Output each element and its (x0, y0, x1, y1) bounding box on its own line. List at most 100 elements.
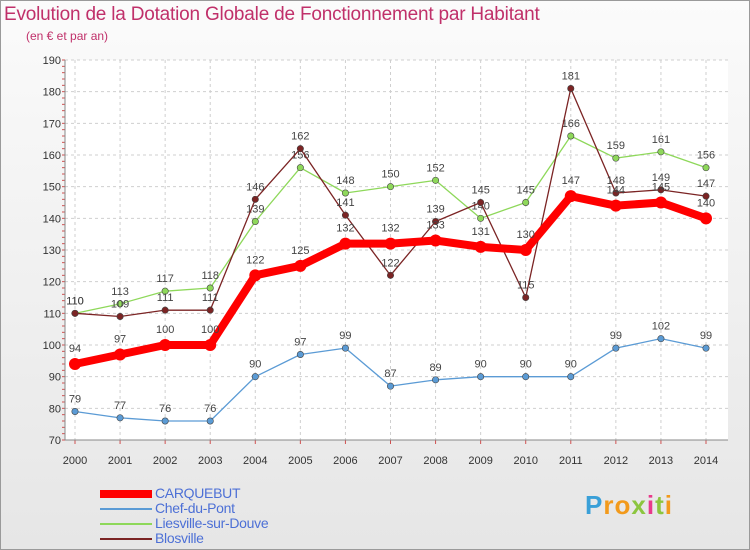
logo-letter: t (655, 490, 665, 520)
data-point (519, 244, 532, 256)
data-label: 79 (69, 394, 81, 406)
data-point (116, 300, 124, 308)
chart-title: Evolution de la Dotation Globale de Fonc… (4, 4, 540, 25)
data-label: 139 (426, 204, 444, 216)
data-point (609, 199, 622, 212)
data-point (251, 218, 259, 226)
data-label: 111 (202, 292, 219, 304)
data-point (296, 145, 304, 153)
data-label: 162 (291, 131, 309, 143)
logo-letter: i (664, 490, 673, 520)
data-point (251, 373, 259, 381)
data-point (161, 417, 169, 425)
y-tick-label: 110 (43, 308, 61, 320)
series-carquebut: 94 97 100 100 122 125 132 132 133 131 130 147 144 145… (69, 175, 715, 370)
data-label: 97 (114, 334, 126, 346)
data-point (567, 132, 575, 140)
data-label: 90 (475, 359, 487, 371)
x-tick-label: 2005 (288, 455, 312, 467)
data-label: 77 (114, 400, 126, 412)
data-point (206, 417, 214, 425)
data-point (341, 211, 349, 219)
logo-letter: o (614, 490, 632, 520)
data-label: 90 (565, 359, 577, 371)
data-label: 148 (336, 175, 354, 187)
data-point (522, 293, 530, 301)
data-point (477, 373, 485, 381)
x-tick-label: 2010 (513, 455, 537, 467)
data-label: 145 (517, 185, 535, 197)
y-tick-label: 70 (49, 435, 61, 447)
proxiti-logo: Proxiti (585, 490, 673, 521)
data-point (429, 234, 442, 247)
data-label: 117 (156, 273, 174, 285)
logo-letter: r (603, 490, 615, 520)
y-tick-label: 120 (43, 277, 61, 289)
data-point (114, 348, 127, 361)
legend-swatch (100, 508, 152, 510)
logo-letter: x (631, 490, 647, 520)
data-point (612, 154, 620, 162)
data-label: 97 (294, 337, 306, 349)
data-label: 144 (607, 185, 625, 197)
y-tick-label: 80 (49, 403, 61, 415)
data-label: 181 (562, 71, 580, 83)
data-point (657, 186, 665, 194)
data-point (702, 164, 710, 172)
y-tick-label: 140 (43, 213, 61, 225)
data-point (567, 373, 575, 381)
data-point (206, 284, 214, 292)
data-label: 156 (697, 150, 715, 162)
x-tick-label: 2009 (468, 455, 492, 467)
data-point (206, 306, 214, 314)
data-label: 125 (291, 245, 309, 257)
y-tick-label: 160 (43, 150, 61, 162)
data-point (116, 414, 124, 422)
data-label: 130 (517, 229, 535, 241)
data-point (159, 339, 172, 351)
x-tick-label: 2001 (108, 455, 132, 467)
x-tick-label: 2006 (333, 455, 357, 467)
data-label: 159 (607, 140, 625, 152)
y-tick-label: 180 (43, 87, 61, 99)
x-tick-label: 2012 (604, 455, 628, 467)
data-label: 166 (562, 118, 580, 130)
data-label: 133 (426, 220, 444, 232)
data-label: 149 (652, 172, 670, 184)
data-point (161, 287, 169, 295)
data-point (432, 176, 440, 184)
data-point (71, 309, 79, 317)
data-point (341, 344, 349, 352)
data-point (477, 199, 485, 207)
data-point (249, 269, 262, 282)
x-tick-label: 2008 (423, 455, 447, 467)
data-point (564, 190, 577, 203)
data-point (477, 214, 485, 222)
data-label: 122 (246, 254, 264, 266)
data-label: 113 (111, 286, 129, 298)
series-chef-du-pont: 79 77 76 76 90 97 99 87 89 90 90 90 99 102 99 (69, 321, 712, 425)
x-tick-label: 2014 (694, 455, 718, 467)
data-point (294, 259, 307, 272)
y-tick-label: 170 (43, 118, 61, 130)
data-point (522, 373, 530, 381)
data-point (384, 237, 397, 250)
data-label: 76 (159, 403, 171, 415)
data-label: 139 (246, 204, 264, 216)
legend-swatch (100, 538, 152, 540)
logo-letter: P (585, 490, 604, 520)
data-label: 100 (201, 324, 219, 336)
data-point (386, 271, 394, 279)
data-point (700, 212, 712, 225)
data-point (386, 382, 394, 390)
data-label: 131 (471, 226, 489, 238)
data-label: 141 (336, 197, 354, 209)
legend-label: Chef-du-Pont (155, 500, 235, 516)
data-label: 110 (66, 295, 84, 307)
data-label: 140 (471, 200, 489, 212)
data-label: 115 (517, 280, 535, 292)
data-point (339, 237, 352, 250)
data-label: 109 (111, 299, 129, 311)
